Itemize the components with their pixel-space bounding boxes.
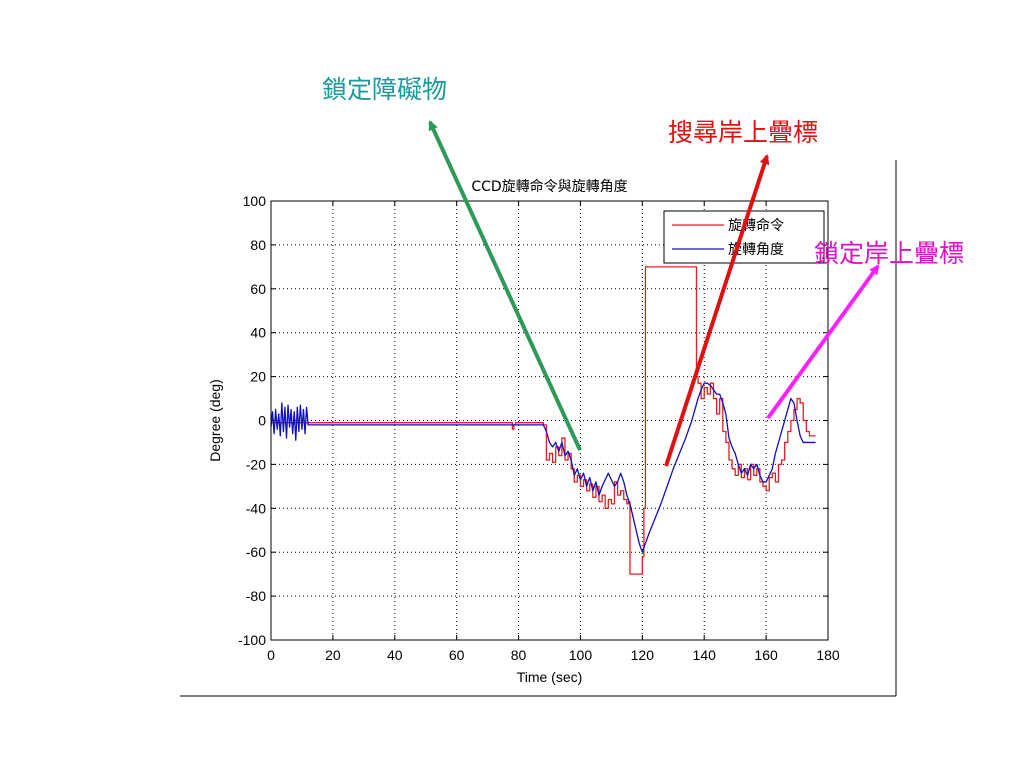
y-tick-label: -60: [246, 544, 266, 560]
x-tick-label: 180: [816, 647, 840, 663]
series-line-1: [270, 382, 816, 553]
y-tick-label: 20: [250, 369, 266, 385]
series-line-0: [271, 266, 816, 575]
x-tick-label: 20: [325, 647, 341, 663]
x-axis-label: Time (sec): [517, 669, 583, 685]
chart-title: CCD旋轉命令與旋轉角度: [471, 178, 627, 195]
legend-label-command: 旋轉命令: [728, 217, 784, 234]
y-tick-label: 0: [258, 413, 266, 429]
y-tick-label: 80: [250, 237, 266, 253]
y-tick-label: 40: [250, 325, 266, 341]
x-tick-label: 100: [569, 647, 593, 663]
x-tick-label: 0: [267, 647, 275, 663]
legend-label-angle: 旋轉角度: [728, 242, 784, 258]
x-tick-label: 140: [693, 647, 717, 663]
plot-area: [271, 201, 828, 640]
legend-box: [663, 210, 825, 264]
lock-marker-annotation: 鎖定岸上疊標: [814, 239, 964, 268]
y-tick-label: 60: [250, 281, 266, 297]
series-layer: [270, 266, 816, 575]
y-axis-label: Degree (deg): [207, 379, 223, 462]
obstacle-annotation: 鎖定障礙物: [322, 75, 447, 104]
obstacle-arrow: [428, 120, 582, 451]
lock-marker-arrow: [766, 264, 880, 420]
y-tick-label: -20: [246, 456, 266, 472]
search-marker-arrow: [664, 154, 770, 467]
y-tick-label: 100: [243, 193, 267, 209]
plot-frame: [270, 200, 829, 641]
legend: 旋轉命令 旋轉角度: [663, 210, 825, 264]
line-chart: 0 20 40 60 80 100 120 140 160 180 100 80 60 40 20 0 -20 -…: [207, 178, 840, 685]
y-tick-label: -40: [246, 500, 266, 516]
y-tick-label: -100: [238, 632, 266, 648]
x-tick-label: 40: [387, 647, 403, 663]
x-tick-label: 120: [631, 647, 655, 663]
x-tick-label: 60: [449, 647, 465, 663]
y-tick-label: -80: [246, 588, 266, 604]
search-marker-annotation: 搜尋岸上疊標: [668, 118, 818, 147]
x-tick-label: 160: [754, 647, 778, 663]
tick-labels: 0 20 40 60 80 100 120 140 160 180 100 80 60 40 20 0 -20 -…: [238, 193, 840, 663]
x-tick-label: 80: [511, 647, 527, 663]
